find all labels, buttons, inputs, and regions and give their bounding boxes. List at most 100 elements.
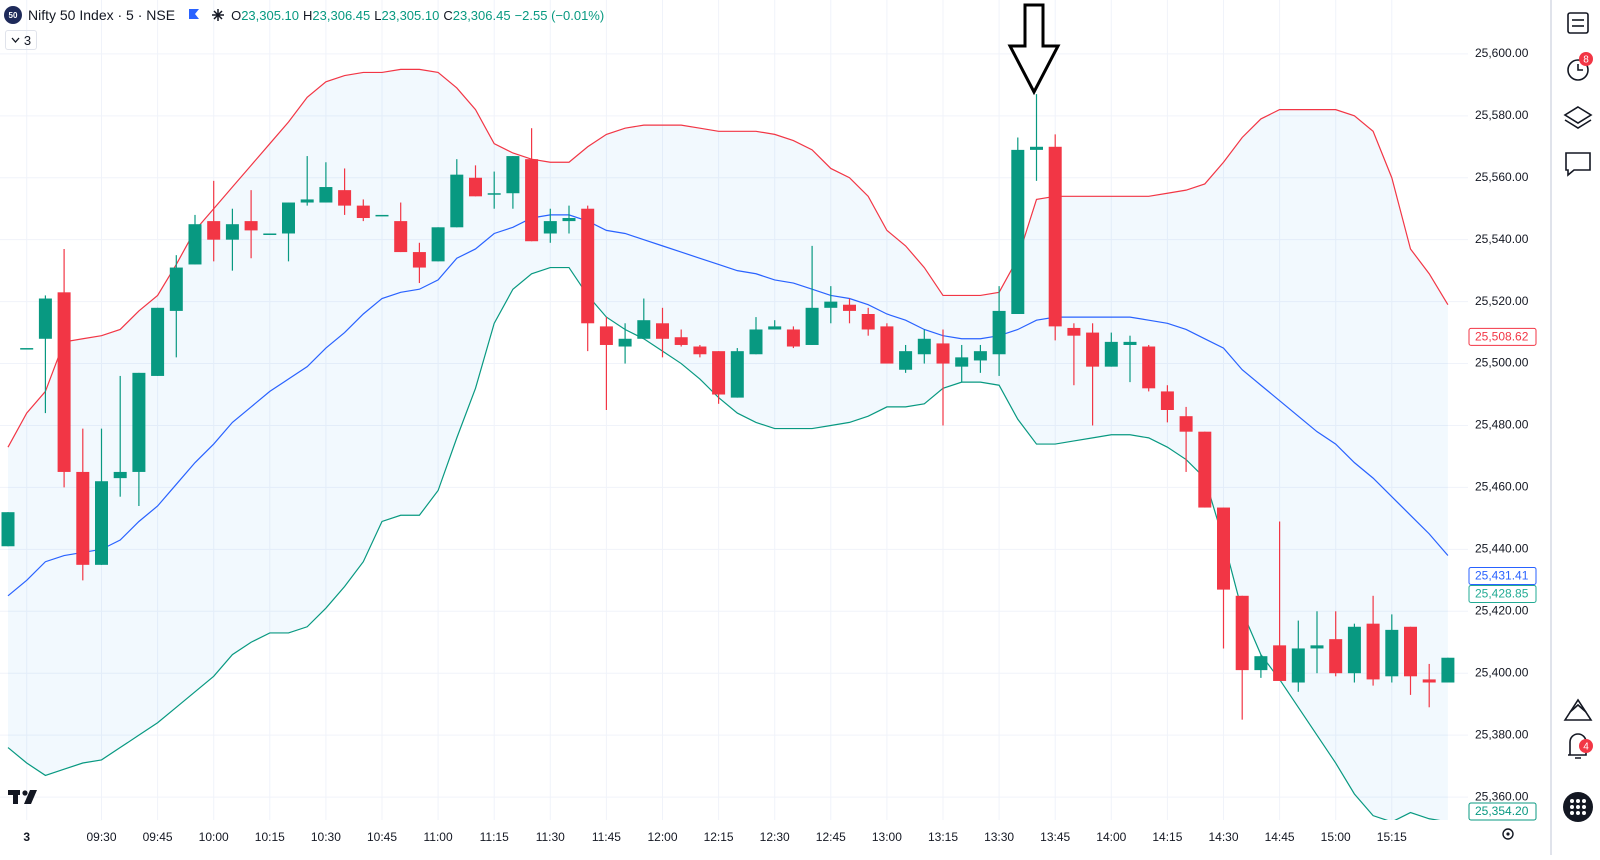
- x-tick-label: 15:15: [1377, 830, 1407, 844]
- y-tick-label: 25,420.00: [1475, 603, 1529, 617]
- candle-body: [1422, 679, 1436, 683]
- candle-body: [1235, 595, 1249, 671]
- flag-icon[interactable]: [187, 8, 201, 22]
- candle-body: [1254, 656, 1268, 671]
- indicator-toggle[interactable]: 3: [5, 30, 37, 50]
- market-status-icon[interactable]: [211, 8, 225, 22]
- symbol-title[interactable]: Nifty 50 Index · 5 · NSE: [28, 7, 176, 23]
- y-tick-label: 25,540.00: [1475, 232, 1529, 246]
- candle-body: [749, 329, 763, 355]
- x-tick-label: 13:00: [872, 830, 902, 844]
- candle-body: [917, 338, 931, 355]
- ohlc-key: L: [374, 7, 382, 23]
- ideas-button[interactable]: [1563, 698, 1593, 721]
- x-tick-label: 11:15: [480, 830, 509, 844]
- x-tick-label: 11:45: [592, 830, 621, 844]
- y-tick-label: 25,520.00: [1475, 294, 1529, 308]
- x-tick-label: 09:45: [143, 830, 173, 844]
- candle-body: [431, 227, 445, 262]
- candle-body: [562, 218, 576, 222]
- price-label-box: [1468, 566, 1537, 585]
- candle-body: [450, 174, 464, 228]
- candle-body: [487, 193, 501, 195]
- time-axis: 3 09:30 09:45 10:00 10:15 10:30 10:45 11:00 11:1…: [23, 830, 1407, 844]
- toolbar: [1563, 12, 1593, 822]
- candle-body: [1011, 149, 1025, 315]
- candle-body: [1030, 146, 1043, 150]
- x-tick-label: 10:45: [367, 830, 397, 844]
- x-tick-label: 13:30: [984, 830, 1014, 844]
- candle-body: [525, 159, 539, 242]
- candle-body: [973, 351, 987, 361]
- x-tick-label: 3: [23, 830, 30, 844]
- candle-body: [712, 351, 726, 395]
- alerts-button[interactable]: [1567, 59, 1589, 81]
- y-tick-label: 25,380.00: [1475, 727, 1529, 741]
- price-label: 25,431.41: [1475, 569, 1529, 583]
- y-tick-label: 25,560.00: [1475, 170, 1529, 184]
- candle-body: [1217, 507, 1230, 590]
- candle-body: [805, 307, 819, 345]
- candle-body: [375, 214, 389, 217]
- price-label-box: [1468, 802, 1537, 821]
- tv-logo: [8, 790, 37, 804]
- grid: [0, 0, 1468, 820]
- legend-header: 50 Nifty 50 Index · 5 · NSE O 23,305.10 H…: [4, 4, 604, 26]
- candle-body: [768, 326, 782, 330]
- candle-body: [1142, 346, 1156, 389]
- candle-body: [225, 224, 239, 240]
- layers-button[interactable]: [1563, 106, 1593, 129]
- candle-body: [730, 351, 744, 398]
- x-tick-label: 13:15: [928, 830, 958, 844]
- x-tick-label: 12:15: [704, 830, 734, 844]
- ohlc-value: 23,306.45: [452, 7, 511, 23]
- candle-body: [1160, 391, 1174, 410]
- band-fill: [8, 69, 1448, 820]
- candle-body: [1385, 629, 1399, 677]
- candle-body: [543, 221, 557, 234]
- y-tick-label: 25,360.00: [1475, 789, 1529, 803]
- plot: [1, 68, 1455, 820]
- x-tick-label: 11:30: [536, 830, 565, 844]
- chevron-icon: [11, 37, 20, 43]
- candle-body: [1404, 626, 1417, 677]
- candle-body: [169, 267, 183, 311]
- y-tick-label: 25,480.00: [1475, 418, 1529, 432]
- candle-body: [57, 292, 71, 472]
- y-tick-label: 25,600.00: [1475, 46, 1529, 60]
- x-tick-label: 11:00: [424, 830, 453, 844]
- candle-body: [506, 156, 520, 194]
- candle-body: [1198, 431, 1212, 508]
- price-label-box: [1468, 584, 1537, 603]
- band-line: [7, 214, 1449, 597]
- ohlc-value: 23,305.10: [381, 7, 440, 23]
- x-tick-label: 14:30: [1208, 830, 1238, 844]
- candle-body: [207, 221, 221, 240]
- candle-body: [319, 187, 333, 203]
- candle-body: [656, 323, 669, 339]
- candle-body: [1441, 657, 1455, 683]
- candle-body: [1067, 327, 1081, 336]
- axis-settings[interactable]: [1502, 828, 1514, 840]
- candle-body: [599, 326, 613, 345]
- price-label: 25,354.20: [1475, 804, 1529, 818]
- candle-body: [300, 199, 314, 203]
- chat-button[interactable]: [1565, 152, 1591, 177]
- candle-body: [394, 221, 408, 253]
- candle-body: [637, 320, 651, 339]
- apps-button[interactable]: [1563, 792, 1593, 822]
- candle-body: [244, 221, 258, 231]
- candle-body: [581, 208, 595, 324]
- badge: [1579, 739, 1593, 753]
- watchlist-button[interactable]: [1567, 12, 1589, 34]
- candle-body: [1086, 332, 1100, 367]
- y-tick-label: 25,400.00: [1475, 665, 1529, 679]
- y-tick-label: 25,580.00: [1475, 108, 1529, 122]
- candle-body: [824, 301, 838, 308]
- arrow-annotation: [1007, 3, 1061, 96]
- y-tick-label: 25,460.00: [1475, 480, 1529, 494]
- candle-body: [1104, 341, 1118, 367]
- candle-body: [618, 338, 632, 347]
- x-tick-label: 14:45: [1265, 830, 1295, 844]
